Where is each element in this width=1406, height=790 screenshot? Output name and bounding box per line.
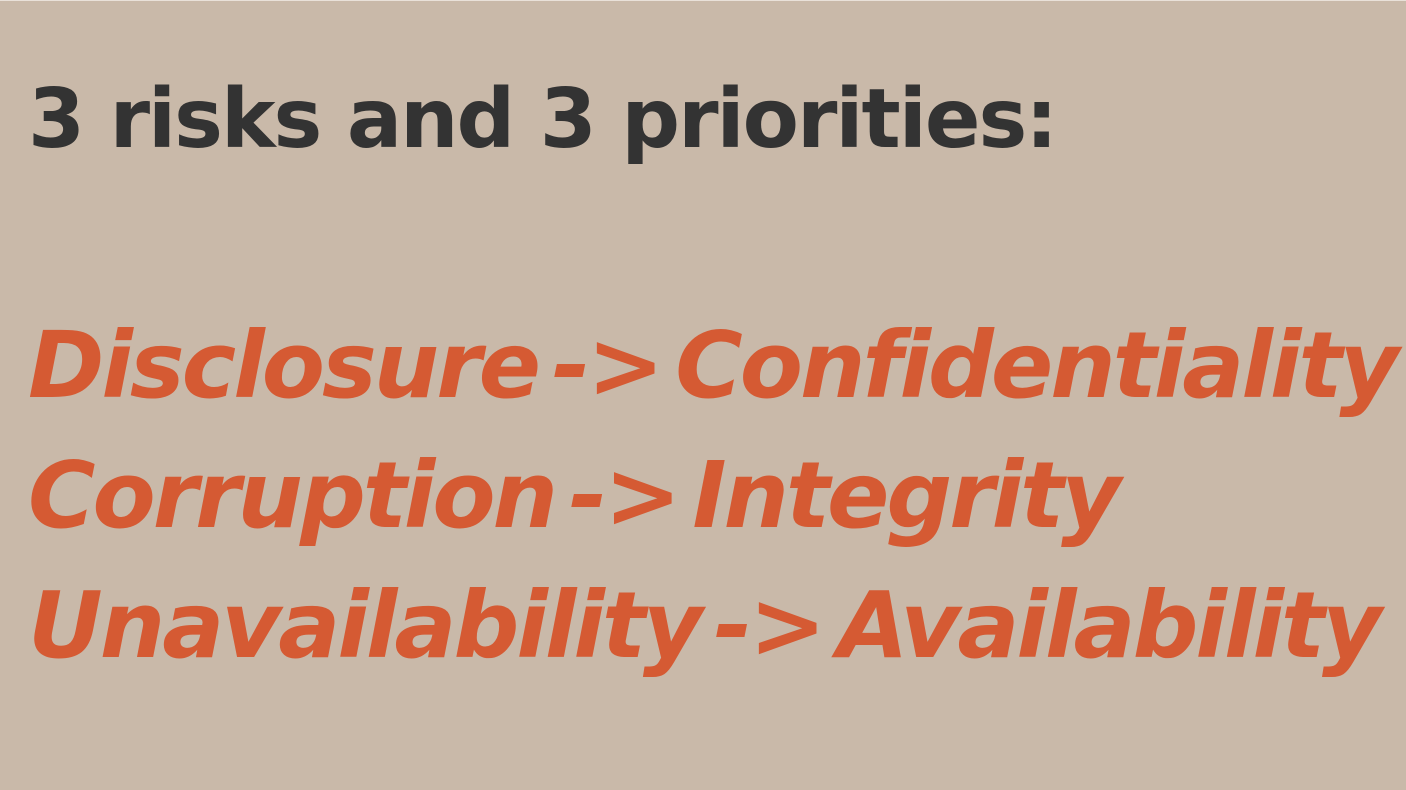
arrow: ->: [569, 442, 681, 549]
risk-priority-list: Disclosure -> Confidentiality Corruption ->…: [28, 301, 1399, 691]
risk-label: Disclosure: [28, 312, 541, 419]
slide-title: 3 risks and 3 priorities:: [28, 72, 1058, 167]
mapping-row-corruption: Corruption -> Integrity: [28, 431, 1396, 561]
priority-label: Integrity: [692, 442, 1121, 549]
risk-label: Unavailability: [28, 572, 703, 679]
arrow: ->: [713, 572, 826, 679]
mapping-row-unavailability: Unavailability -> Availability: [28, 561, 1396, 691]
arrow: ->: [551, 312, 664, 419]
mapping-row-disclosure: Disclosure -> Confidentiality: [28, 301, 1399, 431]
risk-label: Corruption: [28, 442, 558, 549]
priority-label: Availability: [837, 572, 1382, 679]
priority-label: Confidentiality: [675, 312, 1399, 419]
